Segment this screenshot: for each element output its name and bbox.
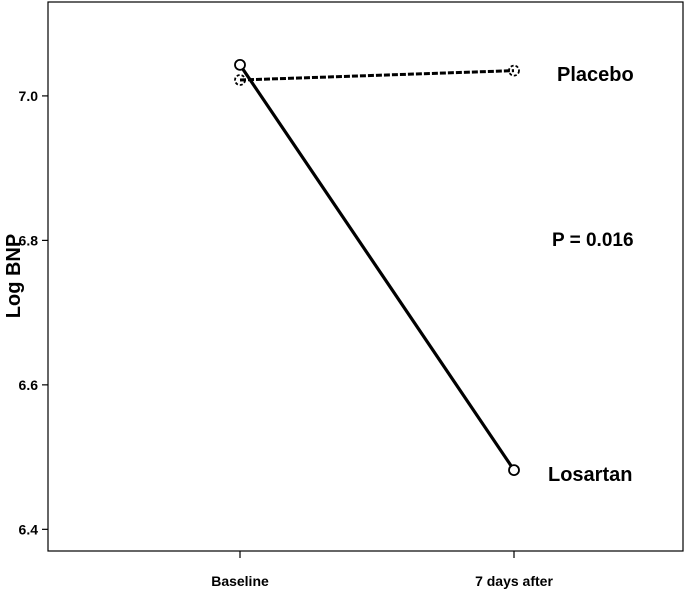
y-tick-label-0: 6.4 — [19, 521, 39, 537]
y-tick-label-3: 7.0 — [19, 88, 39, 104]
plot-area — [47, 1, 684, 552]
series-losartan — [234, 58, 520, 476]
losartan-point-baseline — [234, 58, 246, 71]
x-tick-label-0: Baseline — [211, 573, 269, 589]
y-tick-label-1: 6.6 — [19, 377, 39, 393]
x-axis: Baseline 7 days after — [211, 551, 553, 589]
series-placebo — [234, 64, 520, 86]
y-tick-3: 7.0 — [19, 88, 48, 104]
y-tick-1: 6.6 — [19, 377, 48, 393]
placebo-point-7-days-after — [508, 64, 520, 77]
losartan-line — [238, 63, 516, 471]
placebo-series-label: Placebo — [557, 64, 634, 86]
y-tick-label-2: 6.8 — [19, 232, 39, 248]
x-tick-1: 7 days after — [475, 551, 553, 589]
placebo-line — [239, 69, 515, 82]
y-tick-0: 6.4 — [19, 521, 48, 537]
x-tick-label-1: 7 days after — [475, 573, 553, 589]
y-axis-label: Log BNP — [3, 234, 25, 318]
p-value-annotation: P = 0.016 — [552, 230, 634, 251]
losartan-point-7-days-after — [508, 464, 520, 476]
x-tick-0: Baseline — [211, 551, 269, 589]
y-axis: 6.4 6.6 6.8 7.0 — [19, 88, 48, 537]
y-tick-2: 6.8 — [19, 232, 48, 248]
placebo-point-baseline — [234, 74, 246, 86]
losartan-series-label: Losartan — [548, 464, 632, 486]
